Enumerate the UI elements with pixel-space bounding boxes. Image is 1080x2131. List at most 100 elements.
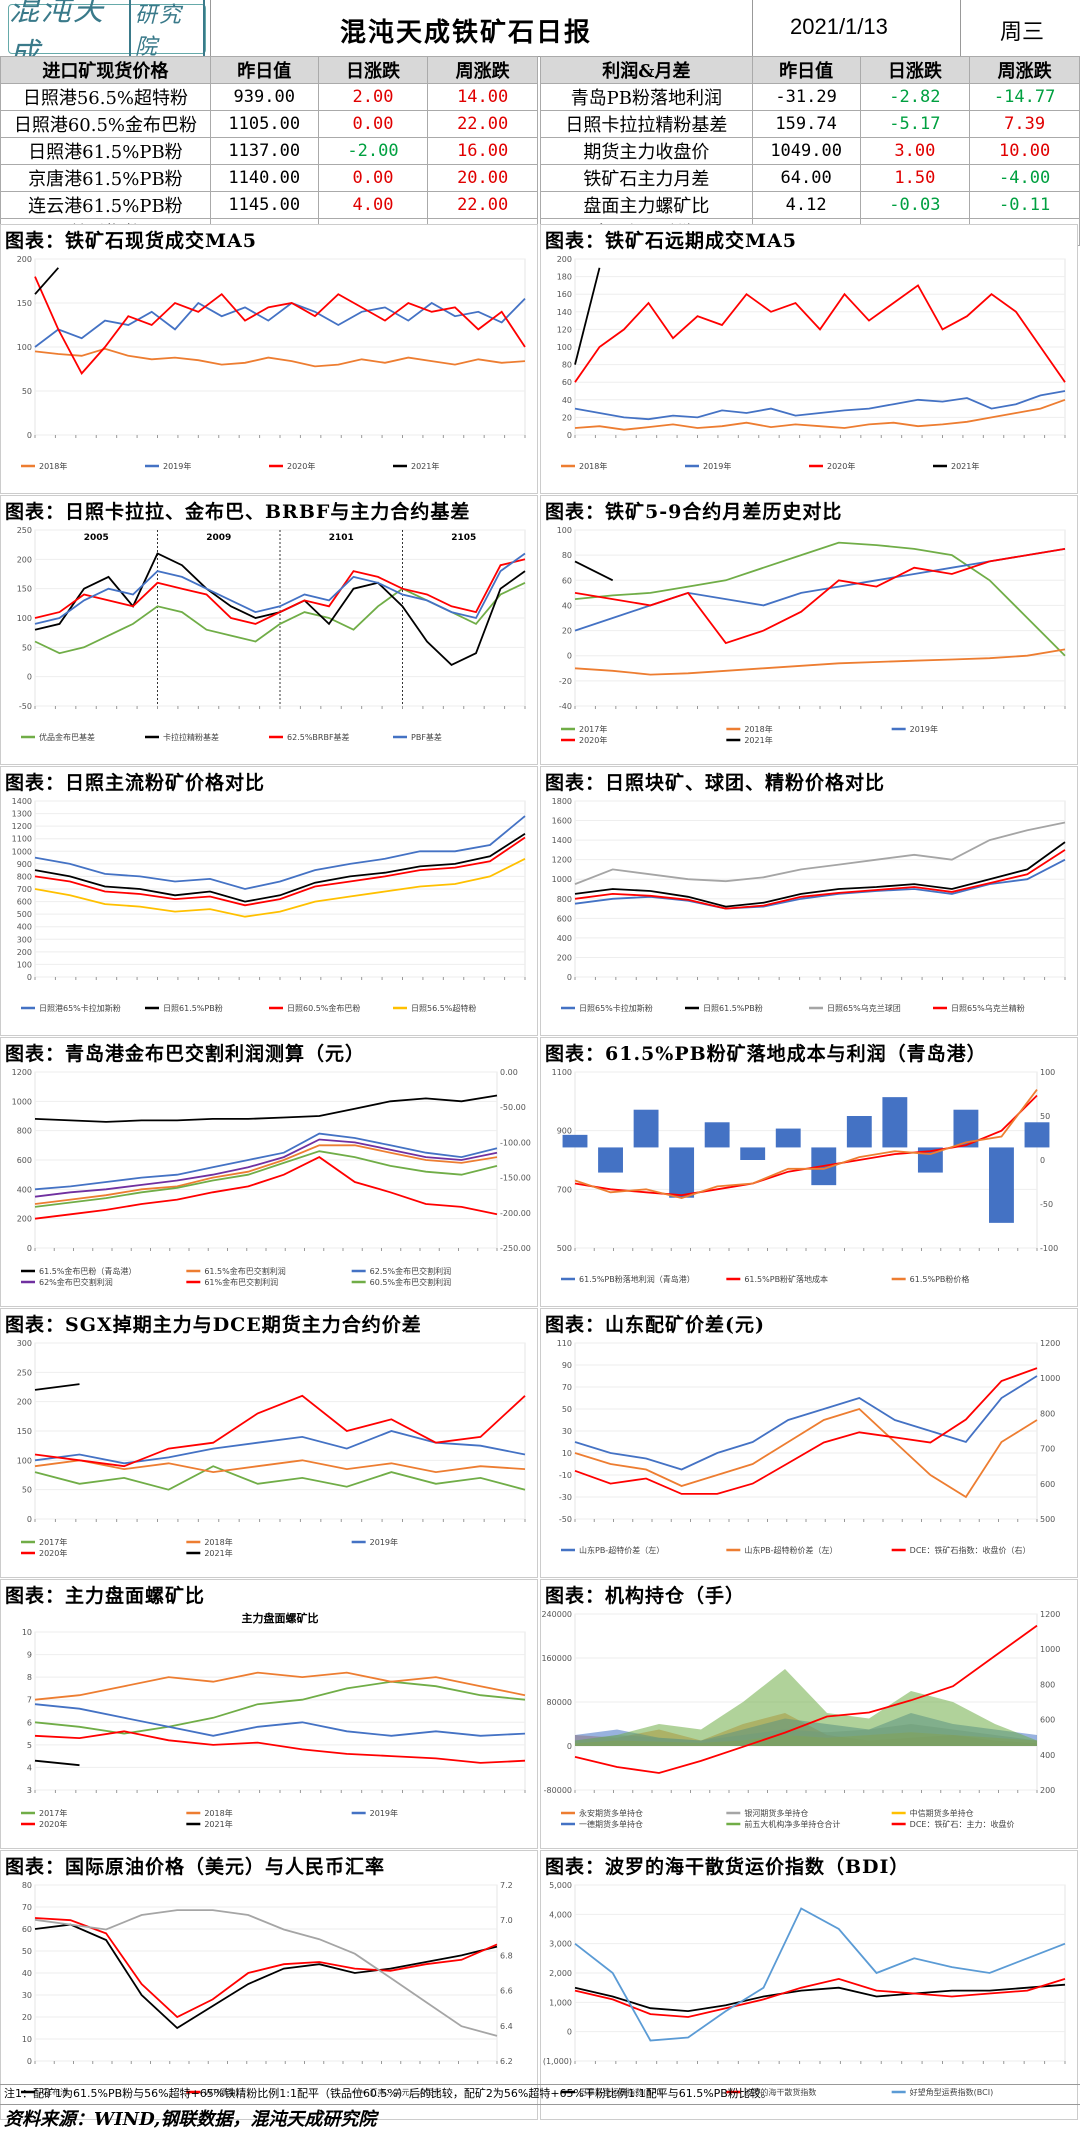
line-series	[574, 560, 614, 582]
table-row: 京唐港61.5%PB粉 1140.00 0.00 20.00	[0, 164, 538, 192]
legend-label: 2019年	[703, 461, 731, 471]
y-tick-label: 50	[22, 643, 32, 652]
y-tick-label: 800	[17, 1127, 32, 1136]
y-tick-label: 0	[567, 431, 572, 440]
report-title: 混沌天成铁矿石日报	[340, 18, 593, 48]
chart-title: 图表：铁矿5-9合约月差历史对比	[545, 501, 843, 523]
legend-label: 2018年	[204, 1537, 232, 1547]
y2-tick-label: 400	[1040, 1751, 1055, 1760]
y-tick-label: 300	[17, 1339, 32, 1348]
line-series	[34, 1094, 498, 1123]
legend-label: ICE布油	[39, 2087, 68, 2097]
y-tick-label: 0	[27, 973, 32, 982]
y-tick-label: 600	[17, 898, 32, 907]
line-series	[574, 390, 1066, 421]
chart-title: 图表：主力盘面螺矿比	[5, 1585, 206, 1607]
chart-title: 图表：山东配矿价差(元)	[545, 1314, 765, 1336]
line-series	[34, 1909, 498, 2037]
plot-area	[34, 1631, 526, 1791]
y-tick-label: 4	[27, 1763, 32, 1772]
chart-svg: 0 50 100 150 200 250 300 2017年 2018年 2019年 2020年 20…	[17, 1339, 526, 1558]
legend-label: 2021年	[204, 1548, 232, 1558]
chart-title: 图表：波罗的海干散货运价指数（BDI）	[545, 1856, 910, 1878]
y2-tick-label: 700	[1040, 1445, 1055, 1454]
legend-label: 日照65%乌克兰球团	[827, 1003, 901, 1013]
y-tick-label: 400	[557, 934, 572, 943]
y-tick-label: 600	[557, 914, 572, 923]
cell-week: 16.00	[427, 137, 538, 165]
y-tick-label: (1,000)	[543, 2057, 572, 2066]
y-tick-label: 1200	[12, 822, 32, 831]
y2-tick-label: 6.8	[500, 1951, 513, 1960]
y-tick-label: 400	[17, 1185, 32, 1194]
chart-svg: 0 100 200 300 400 500 600 700 800 900 1000 1100 1200…	[12, 797, 526, 1013]
legend-label: 2019年	[910, 724, 938, 734]
legend-label: 60.5%金布巴交割利润	[370, 1277, 451, 1287]
legend-label: 2021年	[951, 461, 979, 471]
y-tick-label: 20	[22, 2013, 32, 2022]
y-tick-label: 160000	[541, 1654, 572, 1663]
row-label: 铁矿石主力月差	[540, 164, 753, 192]
legend-label: 2021年	[411, 461, 439, 471]
legend-label: 61.5%PB粉落地利润（青岛港）	[579, 1274, 695, 1284]
line-series	[34, 552, 526, 625]
cell-week: 10.00	[969, 137, 1080, 165]
table-row: 日照港60.5%金布巴粉 1105.00 0.00 22.00	[0, 110, 538, 138]
legend-label: 日照56.5%超特粉	[411, 1003, 476, 1013]
legend-label: WTI原油	[204, 2087, 235, 2097]
chart-svg: -50 0 50 100 150 200 250 2005 2009 2101 2105 优品金布巴基…	[17, 526, 526, 742]
line-series	[34, 1671, 526, 1701]
y2-tick-label: 0	[1040, 1156, 1045, 1165]
line-series	[34, 1394, 526, 1468]
legend-label: 2020年	[827, 461, 855, 471]
line-series	[34, 1156, 498, 1220]
legend-label: 2017年	[579, 724, 607, 734]
y-tick-label: 1100	[12, 835, 32, 844]
legend-label: 2017年	[39, 1537, 67, 1547]
line-series	[34, 1383, 80, 1391]
chart-title: 图表：日照块矿、球团、精粉价格对比	[545, 772, 886, 794]
legend-label: 汇率：美元：人民币	[370, 2087, 442, 2097]
y-tick-label: 4,000	[549, 1910, 572, 1919]
y2-tick-label: 1200	[1040, 1610, 1060, 1619]
y-tick-label: 200	[17, 1398, 32, 1407]
y2-tick-label: 800	[1040, 1680, 1055, 1689]
cell-day: 0.00	[317, 110, 429, 138]
y-tick-label: 900	[17, 860, 32, 869]
y-tick-label: 10	[22, 2035, 32, 2044]
y-tick-label: 60	[22, 1925, 32, 1934]
y-tick-label: 100	[557, 343, 572, 352]
chart-title: 图表：国际原油价格（美元）与人民币汇率	[5, 1856, 386, 1878]
y-tick-label: 200	[17, 255, 32, 264]
chart-panel: 图表：国际原油价格（美元）与人民币汇率 0 10 20 30 40 50 60 70 80 7.2 7…	[0, 1850, 538, 2120]
y-tick-label: 100	[17, 614, 32, 623]
y-tick-label: 160	[557, 290, 572, 299]
chart-panel: 图表：青岛港金布巴交割利润测算（元） 0 200 400 600 800 1000 1200 0…	[0, 1037, 538, 1307]
y-tick-label: 8	[27, 1673, 32, 1682]
y-tick-label: 20	[562, 413, 572, 422]
y-tick-label: 5,000	[549, 1881, 572, 1890]
chart-title: 图表：61.5%PB粉矿落地成本与利润（青岛港）	[545, 1043, 987, 1065]
y-tick-label: -50	[559, 1515, 572, 1524]
legend-label: 2019年	[370, 1537, 398, 1547]
y-tick-label: 1200	[552, 856, 572, 865]
y-tick-label: 150	[17, 585, 32, 594]
cell-week: -0.11	[969, 191, 1080, 219]
bar	[775, 1128, 801, 1148]
line-series	[34, 267, 59, 295]
report-date: 2021/1/13	[790, 14, 888, 39]
legend-label: 日照港65%卡拉加斯粉	[39, 1003, 121, 1013]
y-tick-label: 3	[27, 1786, 32, 1795]
y2-tick-label: -100	[1040, 1244, 1058, 1253]
y-tick-label: 100	[17, 960, 32, 969]
y2-tick-label: 7.0	[500, 1916, 513, 1925]
logo-seal: 研究院	[128, 0, 205, 63]
y-tick-label: -10	[559, 1471, 572, 1480]
y-tick-label: 1600	[552, 817, 572, 826]
legend-label: 2021年	[204, 1819, 232, 1829]
line-series	[34, 815, 526, 890]
line-series	[574, 1375, 1038, 1471]
line-series	[34, 1459, 526, 1474]
legend-label: 62.5%金布巴交割利润	[370, 1266, 451, 1276]
cell-prev: 159.74	[751, 110, 861, 138]
